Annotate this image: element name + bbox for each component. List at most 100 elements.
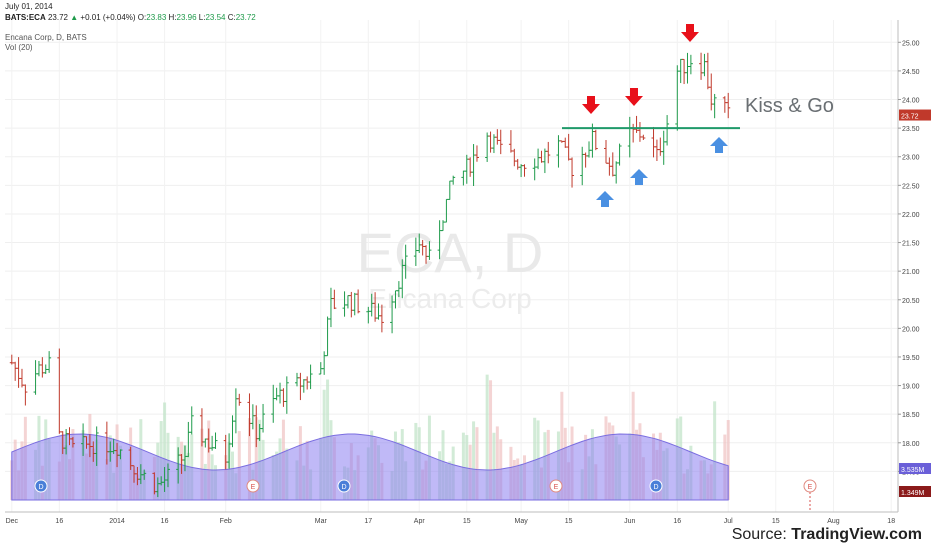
earnings-marker[interactable]: E: [803, 479, 817, 512]
svg-text:1.349M: 1.349M: [901, 490, 925, 497]
price-tick-label: 24.50: [902, 69, 920, 76]
price-bar: [603, 140, 608, 164]
price-bar: [722, 96, 727, 113]
signal-arrows: [582, 24, 728, 207]
price-bar: [213, 432, 218, 449]
price-bar: [356, 289, 361, 314]
price-bar: [461, 170, 466, 186]
price-bar: [546, 141, 551, 164]
volume-bar: [492, 432, 496, 500]
price-bar: [661, 130, 666, 165]
price-bar: [631, 123, 636, 143]
price-bar: [641, 134, 646, 141]
open-value: 23.83: [146, 13, 167, 22]
price-bar: [637, 122, 642, 142]
price-bar: [658, 137, 663, 156]
time-tick-label: Jul: [724, 518, 733, 525]
price-bar: [233, 388, 238, 434]
price-bar: [522, 164, 527, 177]
price-bar: [685, 52, 690, 84]
time-tick-label: 16: [55, 518, 63, 525]
price-bar: [261, 403, 266, 433]
price-bar: [186, 421, 191, 458]
axis-badge: 23.72: [899, 109, 931, 121]
price-bar: [332, 289, 337, 310]
price-tick-label: 20.50: [902, 298, 920, 305]
axis-badge: 1.349M: [899, 486, 931, 497]
price-tick-label: 18.50: [902, 412, 920, 419]
price-bar: [688, 54, 693, 75]
volume-bar: [237, 431, 241, 500]
volume-bar: [247, 418, 251, 500]
svg-text:D: D: [653, 484, 658, 491]
price-tick-label: 24.00: [902, 98, 920, 105]
price-bar: [495, 129, 500, 145]
low-value: 23.54: [205, 13, 226, 22]
dividend-marker[interactable]: D: [337, 479, 351, 493]
price-bar: [281, 388, 286, 407]
quote-last: 23.72: [47, 13, 69, 22]
dividend-marker[interactable]: D: [649, 479, 663, 493]
earnings-marker[interactable]: E: [246, 479, 260, 493]
price-bar: [165, 463, 170, 488]
price-bar: [40, 357, 45, 378]
support-arrow: [596, 191, 614, 207]
time-tick-label: May: [514, 518, 528, 525]
volume-bar: [254, 417, 258, 500]
price-tick-label: 18.00: [902, 441, 920, 448]
price-tick-label: 22.00: [902, 212, 920, 219]
price-bar: [33, 360, 38, 395]
price-bar: [342, 291, 347, 317]
time-tick-label: Dec: [6, 518, 19, 525]
open-label: O:: [137, 13, 147, 22]
volume-bar: [258, 419, 262, 500]
time-axis: Dec 16 2014 16 Feb Mar 17 Apr 15 May 15 Jun 16 Jul 15 A…: [6, 518, 896, 525]
earnings-marker[interactable]: E: [549, 479, 563, 493]
price-bar: [468, 157, 473, 177]
price-bar: [118, 449, 123, 460]
volume-ma-area: [11, 433, 729, 501]
price-bar: [563, 137, 568, 148]
price-bar: [36, 360, 41, 377]
price-bar: [617, 143, 622, 166]
volume-bar: [207, 420, 211, 500]
source-prefix: Source:: [731, 526, 792, 543]
volume-bar: [485, 374, 489, 500]
price-bar: [447, 180, 452, 200]
kiss-and-go-annotation: Kiss & Go: [745, 95, 834, 117]
price-bar: [237, 393, 242, 406]
price-bar: [702, 53, 707, 77]
price-bar: [47, 351, 52, 373]
svg-text:D: D: [38, 484, 43, 491]
price-bar: [271, 384, 276, 423]
price-bar: [610, 152, 615, 177]
price-bars: [9, 52, 731, 498]
price-bar: [508, 130, 513, 153]
price-bar: [580, 146, 585, 186]
price-bar: [593, 129, 598, 151]
price-bar: [57, 348, 62, 434]
volume-bar: [472, 421, 476, 500]
close-label: C:: [227, 13, 236, 22]
volume-bar: [475, 427, 479, 500]
svg-text:D: D: [341, 484, 346, 491]
price-bar: [349, 291, 354, 318]
price-bar: [699, 52, 704, 80]
price-bar: [328, 287, 333, 328]
price-bar: [403, 244, 408, 279]
dividend-marker[interactable]: D: [34, 479, 48, 493]
price-tick-label: 21.00: [902, 269, 920, 276]
price-bar: [614, 161, 619, 184]
high-value: 23.96: [176, 13, 197, 22]
price-bar: [325, 316, 330, 357]
low-label: L:: [198, 13, 206, 22]
chart-watermark: ECA, D Encana Corp: [357, 221, 544, 314]
volume-bar: [560, 391, 564, 500]
price-tick-label: 22.50: [902, 183, 920, 190]
volume-bar: [495, 426, 499, 500]
price-bar: [726, 92, 731, 119]
price-bar: [627, 116, 632, 158]
price-bar: [142, 469, 147, 480]
